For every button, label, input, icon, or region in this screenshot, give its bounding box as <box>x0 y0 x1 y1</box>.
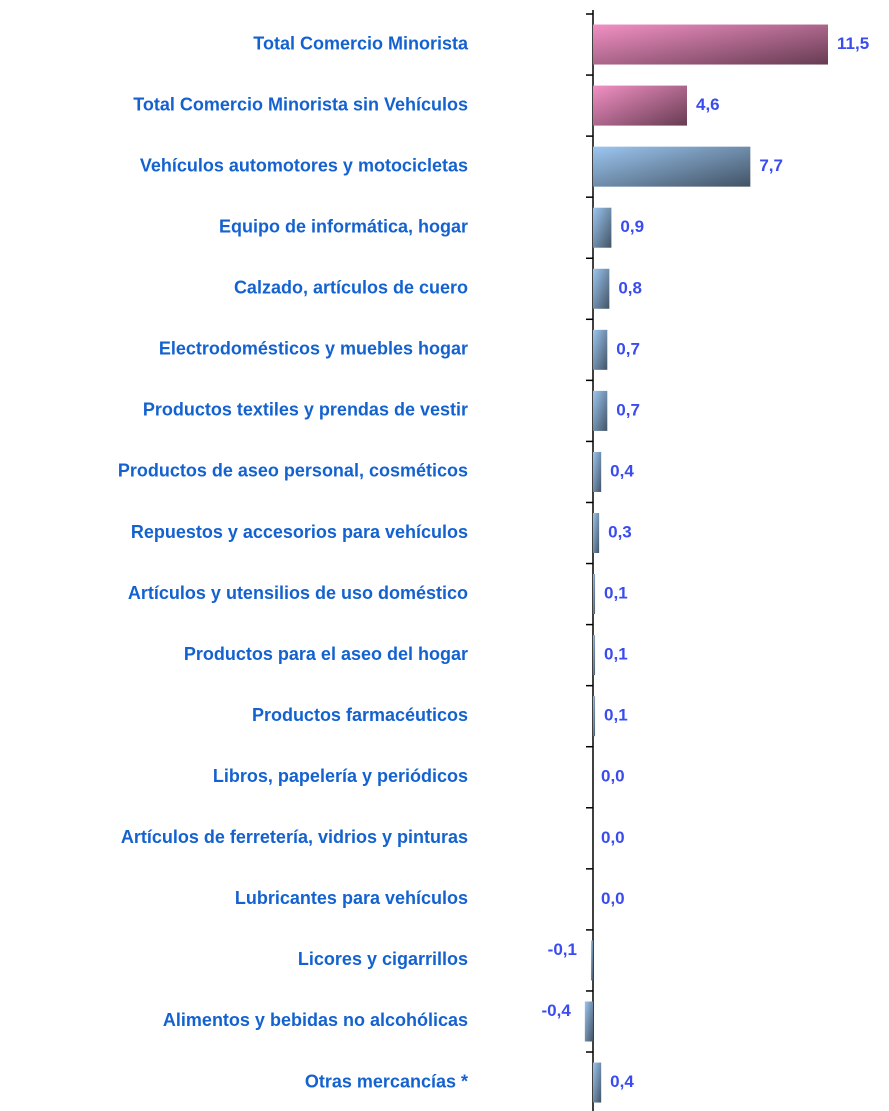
value-label: 0,3 <box>608 522 632 541</box>
bar <box>593 513 600 554</box>
value-label: 0,7 <box>616 400 640 419</box>
value-label: 0,1 <box>604 645 628 664</box>
category-label: Calzado, artículos de cuero <box>234 278 468 298</box>
bar <box>593 1062 602 1103</box>
category-label: Artículos de ferretería, vidrios y pintu… <box>121 827 468 847</box>
bar <box>593 207 612 248</box>
bar <box>593 329 608 370</box>
value-label: 0,8 <box>618 278 642 297</box>
value-label: 0,0 <box>601 889 625 908</box>
category-label: Productos textiles y prendas de vestir <box>143 400 468 420</box>
category-label: Productos para el aseo del hogar <box>184 644 468 664</box>
value-label: 4,6 <box>696 95 720 114</box>
value-label: 0,1 <box>604 584 628 603</box>
bar <box>593 268 610 309</box>
category-label: Productos farmacéuticos <box>252 705 468 725</box>
bar <box>584 1001 593 1042</box>
bar <box>593 574 596 615</box>
value-label: 0,4 <box>610 461 634 480</box>
value-label: 0,4 <box>610 1072 634 1091</box>
category-label: Productos de aseo personal, cosméticos <box>118 461 468 481</box>
value-label: 0,1 <box>604 706 628 725</box>
bar <box>593 451 602 492</box>
value-label: 7,7 <box>759 156 783 175</box>
category-label: Equipo de informática, hogar <box>219 216 468 236</box>
bar <box>590 940 593 981</box>
value-label: 0,0 <box>601 828 625 847</box>
category-label: Repuestos y accesorios para vehículos <box>131 522 468 542</box>
category-label: Vehículos automotores y motocicletas <box>140 155 468 175</box>
category-label: Licores y cigarrillos <box>298 949 468 969</box>
bar <box>593 24 828 65</box>
bar <box>593 696 596 737</box>
bar <box>593 635 596 676</box>
category-label: Libros, papelería y periódicos <box>213 766 468 786</box>
category-label: Electrodomésticos y muebles hogar <box>159 339 468 359</box>
category-label: Otras mercancías * <box>305 1071 468 1091</box>
bar <box>593 85 687 126</box>
category-label: Artículos y utensilios de uso doméstico <box>128 583 468 603</box>
category-label: Lubricantes para vehículos <box>235 888 468 908</box>
value-label: 0,9 <box>620 217 644 236</box>
value-label: -0,4 <box>542 1001 572 1020</box>
category-label: Total Comercio Minorista <box>253 33 469 53</box>
value-label: -0,1 <box>548 940 577 959</box>
category-label: Total Comercio Minorista sin Vehículos <box>133 94 468 114</box>
category-label: Alimentos y bebidas no alcohólicas <box>163 1010 468 1030</box>
value-label: 0,0 <box>601 767 625 786</box>
bar <box>593 146 751 187</box>
value-label: 11,5 <box>837 34 869 53</box>
value-label: 0,7 <box>616 339 640 358</box>
bar <box>593 390 608 431</box>
